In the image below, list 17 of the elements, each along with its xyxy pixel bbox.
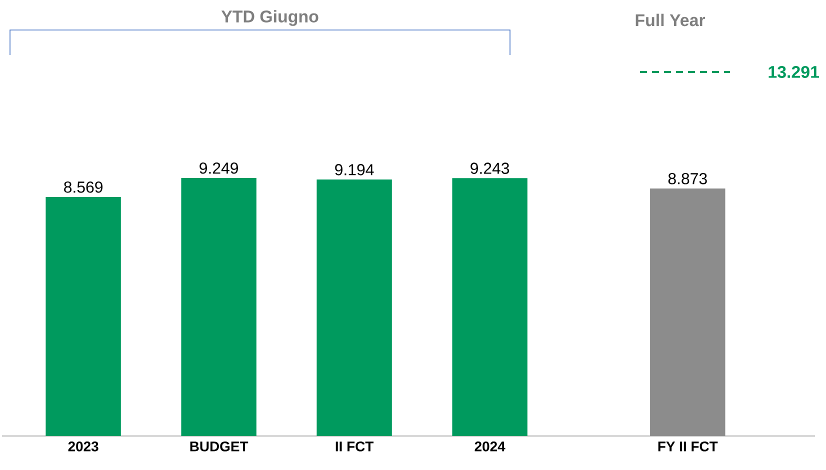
data-label: 8.569 (64, 181, 102, 193)
data-label: 9.249 (200, 162, 238, 174)
data-label: 9.243 (470, 162, 510, 174)
x-tick-label: FY II FCT (658, 441, 718, 452)
bar (181, 178, 256, 436)
bar (452, 178, 528, 436)
data-label: 9.194 (335, 164, 374, 176)
bar (316, 180, 392, 436)
text: 13.291 (768, 66, 820, 78)
x-tick-label: BUDGET (190, 441, 248, 452)
data-label: 8.873 (668, 173, 707, 184)
x-tick-label: 2023 (68, 441, 98, 452)
bar (46, 196, 121, 436)
text: Full Year (636, 14, 706, 26)
text: YTD Giugno (221, 10, 318, 26)
x-tick-label: 2024 (474, 441, 506, 452)
x-tick-label: II FCT (336, 441, 374, 452)
